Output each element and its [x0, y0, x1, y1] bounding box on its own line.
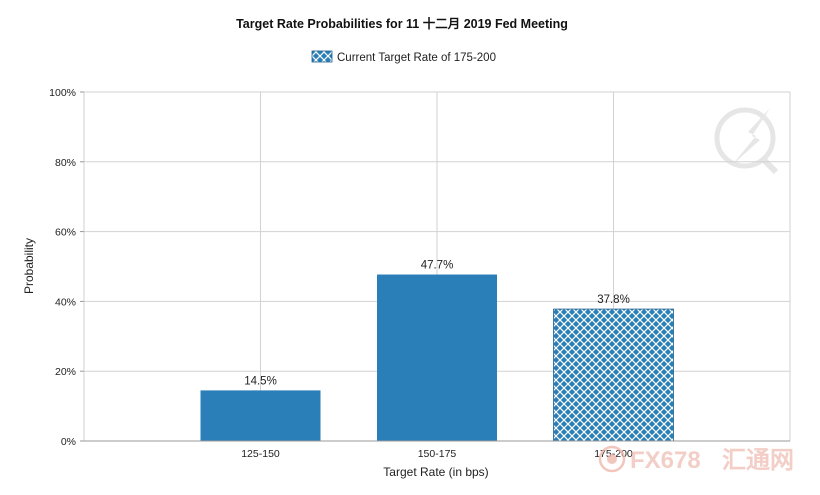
data-label: 37.8%: [597, 294, 630, 306]
data-labels: 14.5% 47.7% 37.8%: [244, 260, 630, 388]
legend-swatch: [311, 50, 333, 63]
chart-title: Target Rate Probabilities for 11 十二月 201…: [236, 16, 568, 31]
y-tick-label: 60%: [55, 227, 76, 239]
data-label: 14.5%: [244, 375, 277, 387]
watermark-fx678: FX678 汇通网: [598, 445, 794, 474]
y-axis-ticks: 0% 20% 40% 60% 80% 100%: [49, 87, 84, 448]
bar-125-150: [200, 390, 321, 441]
y-tick-label: 40%: [55, 296, 76, 308]
bar-175-200: [553, 308, 674, 442]
y-axis-label: Probability: [22, 238, 36, 294]
legend-label: Current Target Rate of 175-200: [337, 52, 496, 64]
x-axis-label: Target Rate (in bps): [383, 465, 488, 479]
y-tick-label: 20%: [55, 366, 76, 378]
bars: [200, 274, 674, 442]
x-axis-ticks: 125-150 150-175 175-200: [241, 448, 633, 460]
y-tick-label: 0%: [61, 436, 76, 448]
watermark-logo: [714, 107, 779, 175]
x-tick-label: 150-175: [418, 448, 457, 460]
x-tick-label: 125-150: [241, 448, 280, 460]
legend: Current Target Rate of 175-200: [311, 50, 496, 64]
y-tick-label: 80%: [55, 157, 76, 169]
watermark-suffix: 汇通网: [722, 446, 794, 474]
watermark-text: FX678: [630, 447, 701, 474]
data-label: 47.7%: [421, 260, 454, 272]
y-tick-label: 100%: [49, 87, 76, 99]
bar-150-175: [377, 274, 497, 441]
